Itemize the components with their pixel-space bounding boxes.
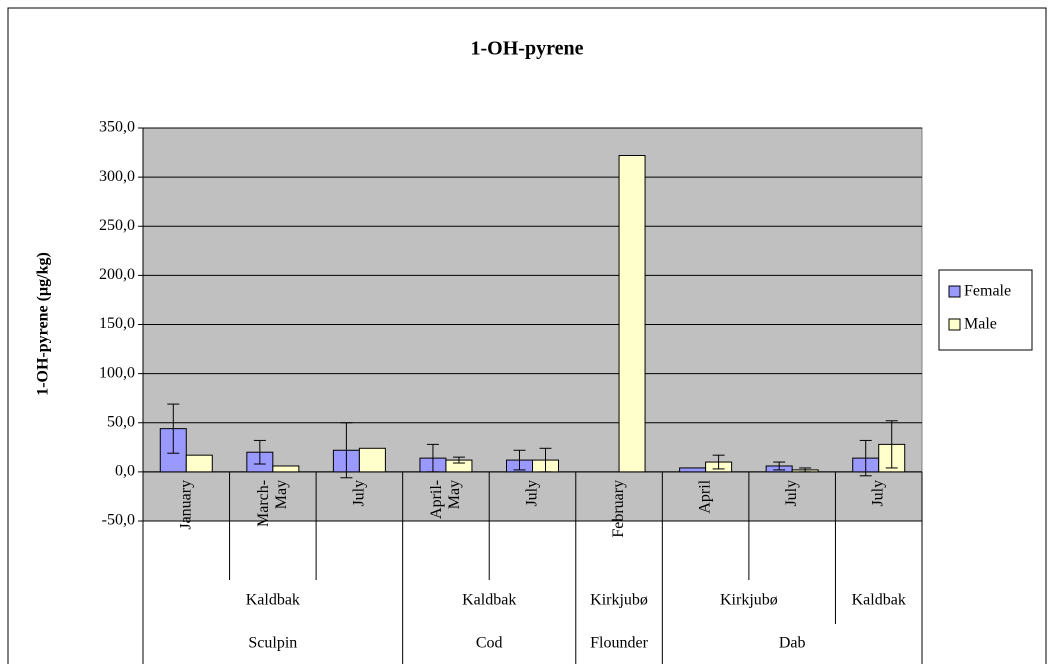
group-label: Kaldbak xyxy=(852,592,906,609)
error-bar xyxy=(426,443,439,473)
error-bar xyxy=(773,461,786,471)
y-axis-title: 1-OH-pyrene (µg/kg) xyxy=(35,252,52,396)
y-tick-label: 200,0 xyxy=(99,266,135,283)
species-label: Cod xyxy=(476,635,503,652)
chart-title: 1-OH-pyrene xyxy=(471,38,584,60)
x-tick-label: July xyxy=(350,480,367,507)
species-label: Flounder xyxy=(590,635,648,652)
legend-swatch xyxy=(948,318,961,331)
y-tick-label: 100,0 xyxy=(99,364,135,381)
y-tick-label: 300,0 xyxy=(99,168,135,185)
bar xyxy=(358,447,386,473)
x-tick-label: January xyxy=(177,480,194,530)
bar xyxy=(272,465,300,473)
error-bar xyxy=(167,403,180,454)
error-bar xyxy=(253,439,266,465)
error-bar xyxy=(712,454,725,470)
error-bar xyxy=(340,422,353,479)
legend-box xyxy=(938,269,1033,351)
x-tick-label: April-May xyxy=(428,480,463,519)
error-bar xyxy=(513,449,526,471)
legend: Female Male xyxy=(938,269,1033,351)
y-tick-label: -50,0 xyxy=(102,512,135,529)
y-tick-label: 150,0 xyxy=(99,315,135,332)
error-bar xyxy=(452,456,465,464)
error-bar xyxy=(799,467,812,473)
group-label: Kirkjubø xyxy=(720,592,778,609)
legend-label: Male xyxy=(964,316,997,333)
group-label: Kaldbak xyxy=(246,592,300,609)
x-tick-label: July xyxy=(869,480,886,507)
species-label: Sculpin xyxy=(248,635,297,652)
y-tick-label: 250,0 xyxy=(99,217,135,234)
x-tick-label: March-May xyxy=(255,480,290,527)
bar xyxy=(185,454,213,473)
species-label: Dab xyxy=(779,635,806,652)
y-tick-label: 0,0 xyxy=(115,463,135,480)
legend-swatch xyxy=(948,285,961,298)
error-bar xyxy=(859,439,872,477)
error-bar xyxy=(539,447,552,473)
group-label: Kaldbak xyxy=(462,592,516,609)
x-tick-label: February xyxy=(610,480,627,538)
error-bar xyxy=(885,420,898,469)
y-tick-label: 350,0 xyxy=(99,119,135,136)
x-tick-label: July xyxy=(523,480,540,507)
group-label: Kirkjubø xyxy=(590,592,648,609)
x-tick-label: July xyxy=(783,480,800,507)
bar xyxy=(679,467,707,473)
legend-label: Female xyxy=(964,283,1011,300)
bar xyxy=(618,155,646,473)
y-tick-label: 50,0 xyxy=(107,413,135,430)
x-tick-label: April xyxy=(696,479,713,513)
